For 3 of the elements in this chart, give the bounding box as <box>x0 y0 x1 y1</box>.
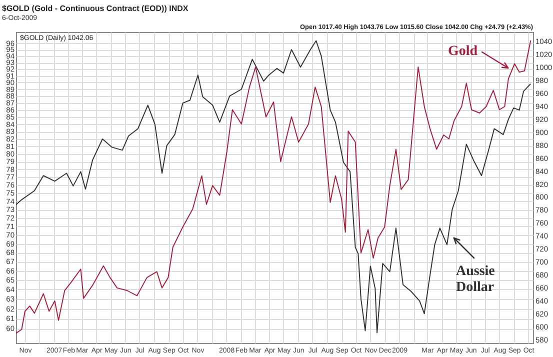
series-label: Aussie Dollar <box>456 264 495 295</box>
legend-label: Gold <box>448 44 478 59</box>
chart-title: $GOLD (Gold - Continuous Contract (EOD)) INDX <box>2 4 189 13</box>
